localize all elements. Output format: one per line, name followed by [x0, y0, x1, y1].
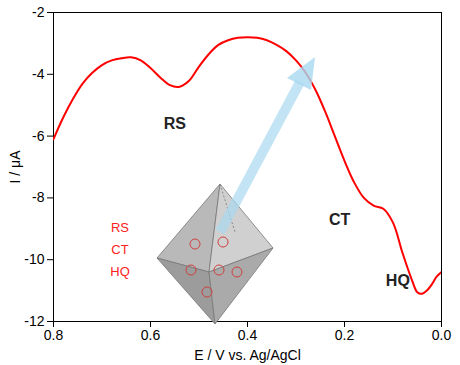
- svg-text:CT: CT: [329, 211, 351, 228]
- svg-text:-6: -6: [32, 128, 45, 144]
- svg-text:HQ: HQ: [110, 264, 130, 279]
- svg-text:0.4: 0.4: [238, 327, 258, 343]
- svg-text:-4: -4: [32, 66, 45, 82]
- svg-text:CT: CT: [111, 242, 128, 257]
- svg-text:HQ: HQ: [386, 272, 410, 289]
- svg-text:-12: -12: [24, 313, 44, 329]
- svg-text:-2: -2: [32, 4, 45, 20]
- svg-text:0.0: 0.0: [432, 327, 452, 343]
- svg-text:-8: -8: [32, 189, 45, 205]
- svg-text:-10: -10: [24, 251, 44, 267]
- svg-text:E / V vs. Ag/AgCl: E / V vs. Ag/AgCl: [194, 347, 301, 363]
- svg-text:0.6: 0.6: [141, 327, 161, 343]
- svg-text:0.8: 0.8: [44, 327, 64, 343]
- svg-text:RS: RS: [111, 220, 129, 235]
- svg-text:I / μA: I / μA: [7, 150, 23, 184]
- svg-text:0.2: 0.2: [335, 327, 355, 343]
- svg-text:RS: RS: [164, 115, 187, 132]
